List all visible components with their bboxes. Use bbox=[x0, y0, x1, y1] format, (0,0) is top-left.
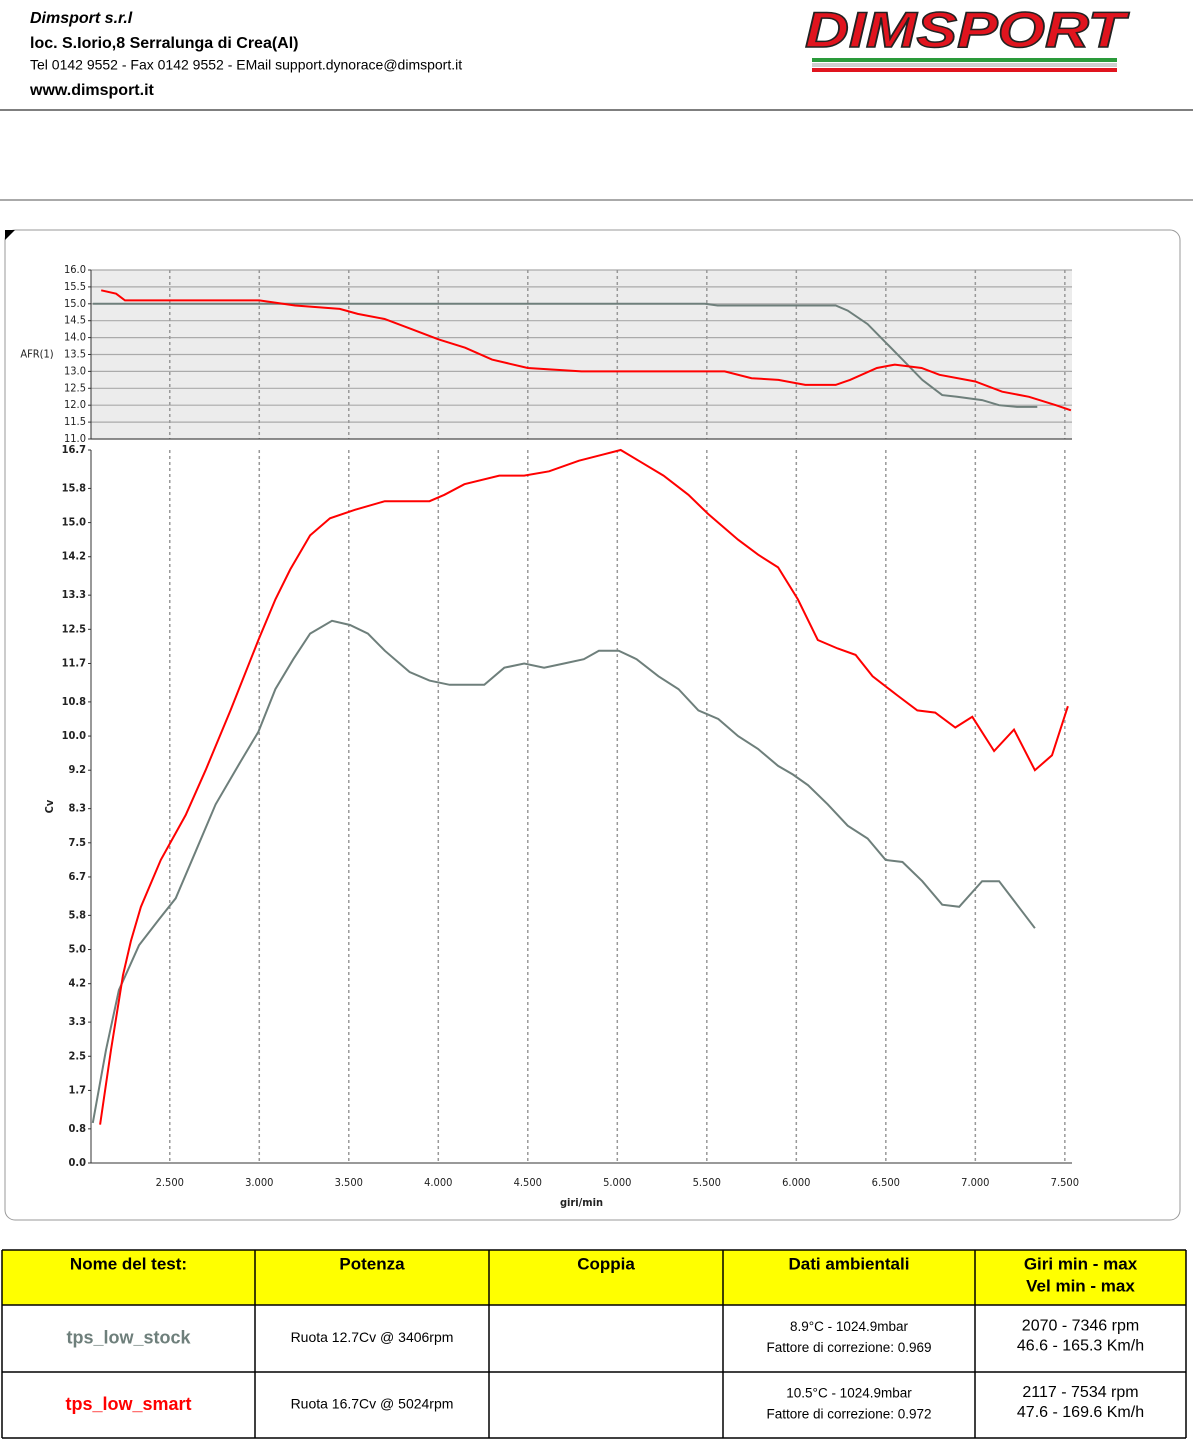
y-tick-label: 15.0 bbox=[62, 516, 87, 529]
power: Ruota 12.7Cv @ 3406rpm bbox=[291, 1329, 454, 1345]
x-tick-label: 6.000 bbox=[782, 1176, 810, 1189]
column-header: Potenza bbox=[339, 1254, 405, 1273]
logo-stripe bbox=[812, 68, 1117, 72]
x-tick-label: 4.000 bbox=[424, 1176, 452, 1189]
ambient: 8.9°C - 1024.9mbar bbox=[790, 1319, 908, 1334]
x-tick-label: 7.500 bbox=[1051, 1176, 1079, 1189]
y-tick-label: 14.5 bbox=[64, 314, 86, 327]
series-line bbox=[91, 619, 1036, 1124]
y-tick-label: 5.8 bbox=[68, 908, 86, 921]
column-header: Giri min - max bbox=[1024, 1254, 1138, 1273]
y-tick-label: 2.5 bbox=[68, 1049, 86, 1062]
column-header: Dati ambientali bbox=[789, 1254, 910, 1273]
y-tick-label: 10.0 bbox=[62, 729, 87, 742]
corner bbox=[5, 230, 15, 240]
y-tick-label: 0.8 bbox=[68, 1122, 86, 1135]
y-tick-label: 9.2 bbox=[68, 763, 86, 776]
y-tick-label: 5.0 bbox=[68, 943, 86, 956]
address: loc. S.Iorio,8 Serralunga di Crea(Al) bbox=[30, 35, 299, 52]
x-tick-label: 5.000 bbox=[603, 1176, 631, 1189]
contacts: Tel 0142 9552 - Fax 0142 9552 - EMail su… bbox=[30, 57, 462, 73]
y-tick-label: 1.7 bbox=[68, 1083, 86, 1096]
y-tick-label: 15.0 bbox=[64, 297, 86, 310]
test-name: tps_low_stock bbox=[66, 1327, 191, 1347]
ambient: 10.5°C - 1024.9mbar bbox=[786, 1386, 912, 1401]
y-tick-label: 11.7 bbox=[62, 656, 87, 669]
x-tick-label: 3.500 bbox=[335, 1176, 363, 1189]
y-tick-label: 11.5 bbox=[64, 415, 86, 428]
x-axis-label: giri/min bbox=[560, 1196, 603, 1209]
y-tick-label: 15.5 bbox=[64, 280, 86, 293]
rpm-range: 46.6 - 165.3 Km/h bbox=[1017, 1338, 1144, 1355]
y-tick-label: 3.3 bbox=[68, 1015, 86, 1028]
logo-text: DIMSPORT bbox=[805, 2, 1130, 58]
y-tick-label: 0.0 bbox=[68, 1156, 86, 1169]
y-tick-label: 14.2 bbox=[62, 550, 87, 563]
y-tick-label: 8.3 bbox=[68, 802, 86, 815]
y-tick-label: 10.8 bbox=[62, 695, 87, 708]
company: Dimsport s.r.l bbox=[30, 10, 133, 27]
y-tick-label: 13.5 bbox=[64, 348, 86, 361]
rpm-range: 47.6 - 169.6 Km/h bbox=[1017, 1404, 1144, 1421]
column-header: Vel min - max bbox=[1026, 1276, 1135, 1295]
test-name: tps_low_smart bbox=[65, 1394, 191, 1414]
y-tick-label: 14.0 bbox=[64, 331, 86, 344]
y-tick-label: 4.2 bbox=[68, 977, 86, 990]
y-tick-label: 11.0 bbox=[64, 432, 86, 445]
column-header: Nome del test: bbox=[70, 1254, 187, 1273]
column-header: Coppia bbox=[577, 1254, 635, 1273]
y-tick-label: 16.0 bbox=[64, 263, 86, 276]
y-tick-label: 15.8 bbox=[62, 481, 87, 494]
y-tick-label: 12.5 bbox=[62, 622, 87, 635]
y-tick-label: 16.7 bbox=[62, 443, 87, 456]
x-tick-label: 6.500 bbox=[872, 1176, 900, 1189]
rpm-range: 2117 - 7534 rpm bbox=[1022, 1384, 1138, 1401]
x-tick-label: 3.000 bbox=[245, 1176, 273, 1189]
ambient: Fattore di correzione: 0.969 bbox=[766, 1340, 931, 1355]
y-tick-label: 6.7 bbox=[68, 870, 86, 883]
series-line bbox=[92, 302, 1038, 408]
table-header-bg bbox=[2, 1250, 1186, 1305]
series-line bbox=[99, 448, 1069, 1125]
website: www.dimsport.it bbox=[29, 82, 155, 99]
y-axis-label: Cv bbox=[43, 799, 56, 813]
x-tick-label: 7.000 bbox=[961, 1176, 989, 1189]
series-line bbox=[100, 289, 1072, 412]
logo: DIMSPORT bbox=[804, 1, 1131, 72]
y-tick-label: 13.0 bbox=[64, 364, 86, 377]
x-tick-label: 5.500 bbox=[693, 1176, 721, 1189]
rpm-range: 2070 - 7346 rpm bbox=[1022, 1318, 1139, 1335]
logo-stripe bbox=[812, 63, 1117, 67]
y-tick-label: 12.0 bbox=[64, 398, 86, 411]
x-tick-label: 4.500 bbox=[514, 1176, 542, 1189]
logo-stripe bbox=[812, 58, 1117, 62]
y-axis-label: AFR(1) bbox=[20, 348, 53, 361]
y-tick-label: 7.5 bbox=[68, 836, 86, 849]
y-tick-label: 12.5 bbox=[64, 381, 86, 394]
power: Ruota 16.7Cv @ 5024rpm bbox=[291, 1396, 454, 1412]
x-tick-label: 2.500 bbox=[156, 1176, 184, 1189]
y-tick-label: 13.3 bbox=[62, 588, 87, 601]
ambient: Fattore di correzione: 0.972 bbox=[766, 1407, 931, 1422]
